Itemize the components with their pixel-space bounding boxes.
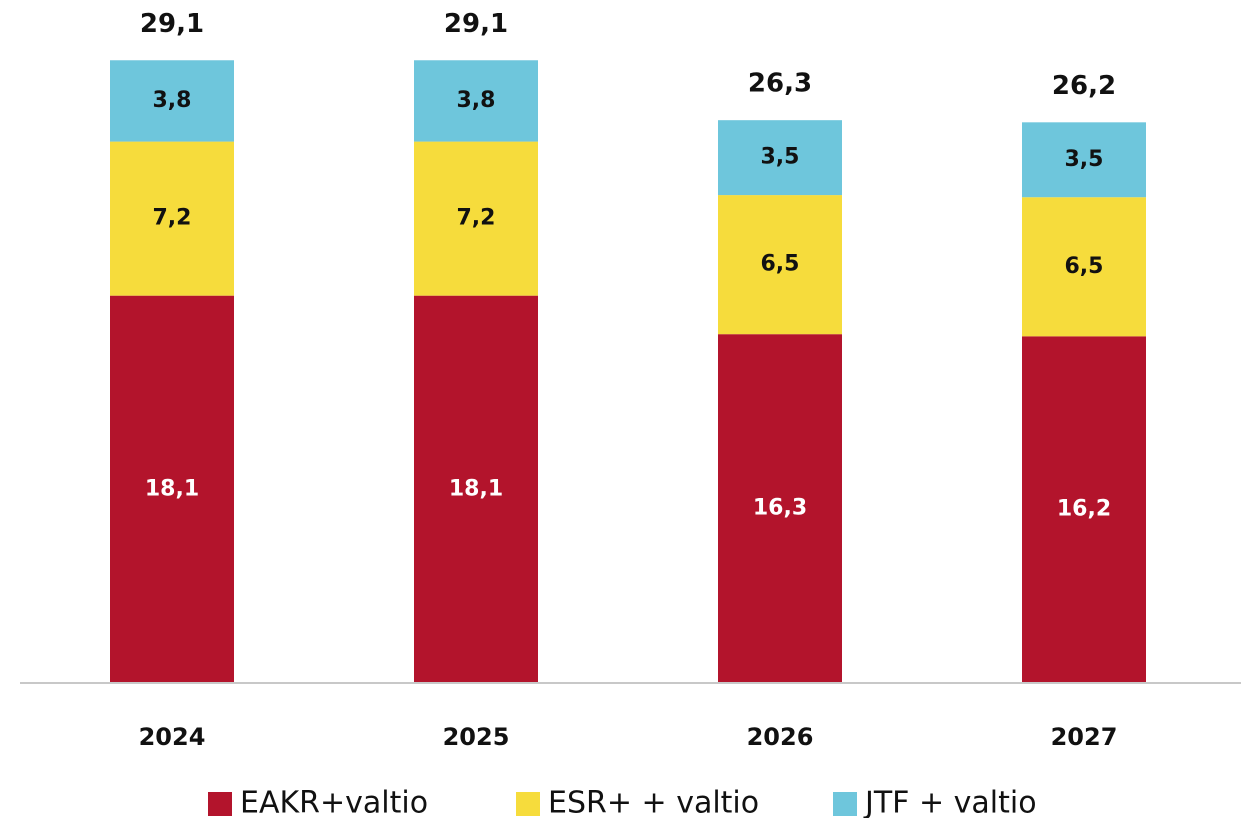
data-label: 6,5 xyxy=(1065,254,1104,279)
legend-swatch xyxy=(208,792,232,816)
data-label: 16,3 xyxy=(753,496,807,521)
bar-segment xyxy=(718,195,842,335)
legend-label: EAKR+valtio xyxy=(240,786,428,818)
bar-segment xyxy=(718,120,842,196)
total-label: 29,1 xyxy=(140,9,204,39)
data-label: 6,5 xyxy=(761,252,800,277)
bar-segment xyxy=(414,295,538,683)
legend-swatch xyxy=(833,792,857,816)
bar-segment xyxy=(1022,122,1146,198)
bar-segment xyxy=(110,295,234,683)
x-tick-label: 2024 xyxy=(139,723,206,751)
bar-segment xyxy=(1022,197,1146,337)
data-label: 18,1 xyxy=(449,476,503,501)
total-label: 26,2 xyxy=(1052,71,1116,101)
legend-label: ESR+ + valtio xyxy=(548,786,759,818)
data-label: 18,1 xyxy=(145,476,199,501)
bar-segment xyxy=(110,141,234,296)
total-label: 29,1 xyxy=(444,9,508,39)
data-label: 3,5 xyxy=(761,145,800,170)
data-label: 3,5 xyxy=(1065,147,1104,172)
x-tick-label: 2025 xyxy=(443,723,510,751)
data-label: 3,8 xyxy=(457,88,496,113)
bar-segment xyxy=(414,60,538,142)
x-tick-label: 2027 xyxy=(1051,723,1118,751)
data-label: 16,2 xyxy=(1057,497,1111,522)
data-label: 3,8 xyxy=(153,88,192,113)
bar-segment xyxy=(718,334,842,683)
legend-swatch xyxy=(516,792,540,816)
bar-segment xyxy=(414,141,538,296)
bar-segment xyxy=(1022,336,1146,683)
data-label: 7,2 xyxy=(457,206,496,231)
x-tick-label: 2026 xyxy=(747,723,814,751)
data-label: 7,2 xyxy=(153,206,192,231)
bar-segment xyxy=(110,60,234,142)
legend-label: JTF + valtio xyxy=(863,786,1037,818)
total-label: 26,3 xyxy=(748,69,812,99)
